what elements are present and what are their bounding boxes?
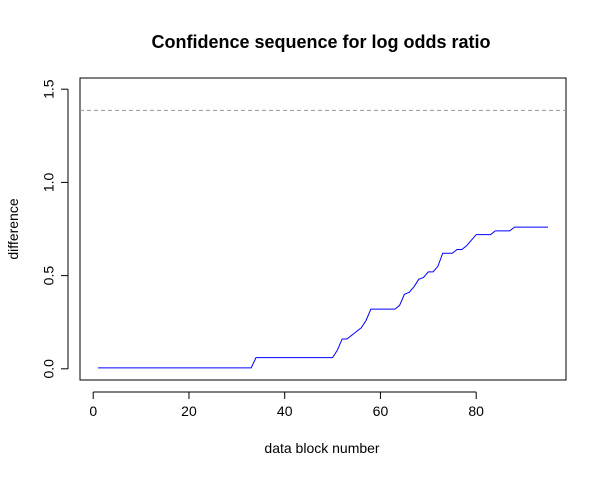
x-tick-label: 60 [373,403,389,419]
y-tick-label: 1.0 [41,172,57,192]
y-tick-label: 1.5 [41,79,57,99]
plot-area-border [79,77,567,381]
x-axis: 0 20 40 60 80 [89,391,484,419]
x-tick-label: 80 [468,403,484,419]
series-line [98,226,548,369]
y-axis-label: difference [5,198,21,259]
x-axis-label: data block number [264,440,380,456]
chart-title: Confidence sequence for log odds ratio [151,32,490,52]
y-tick-label: 0.0 [41,359,57,379]
y-axis: 0.0 0.5 1.0 1.5 [41,79,69,379]
x-tick-label: 20 [181,403,197,419]
y-tick-label: 0.5 [41,266,57,286]
x-tick-label: 0 [89,403,97,419]
x-tick-label: 40 [277,403,293,419]
